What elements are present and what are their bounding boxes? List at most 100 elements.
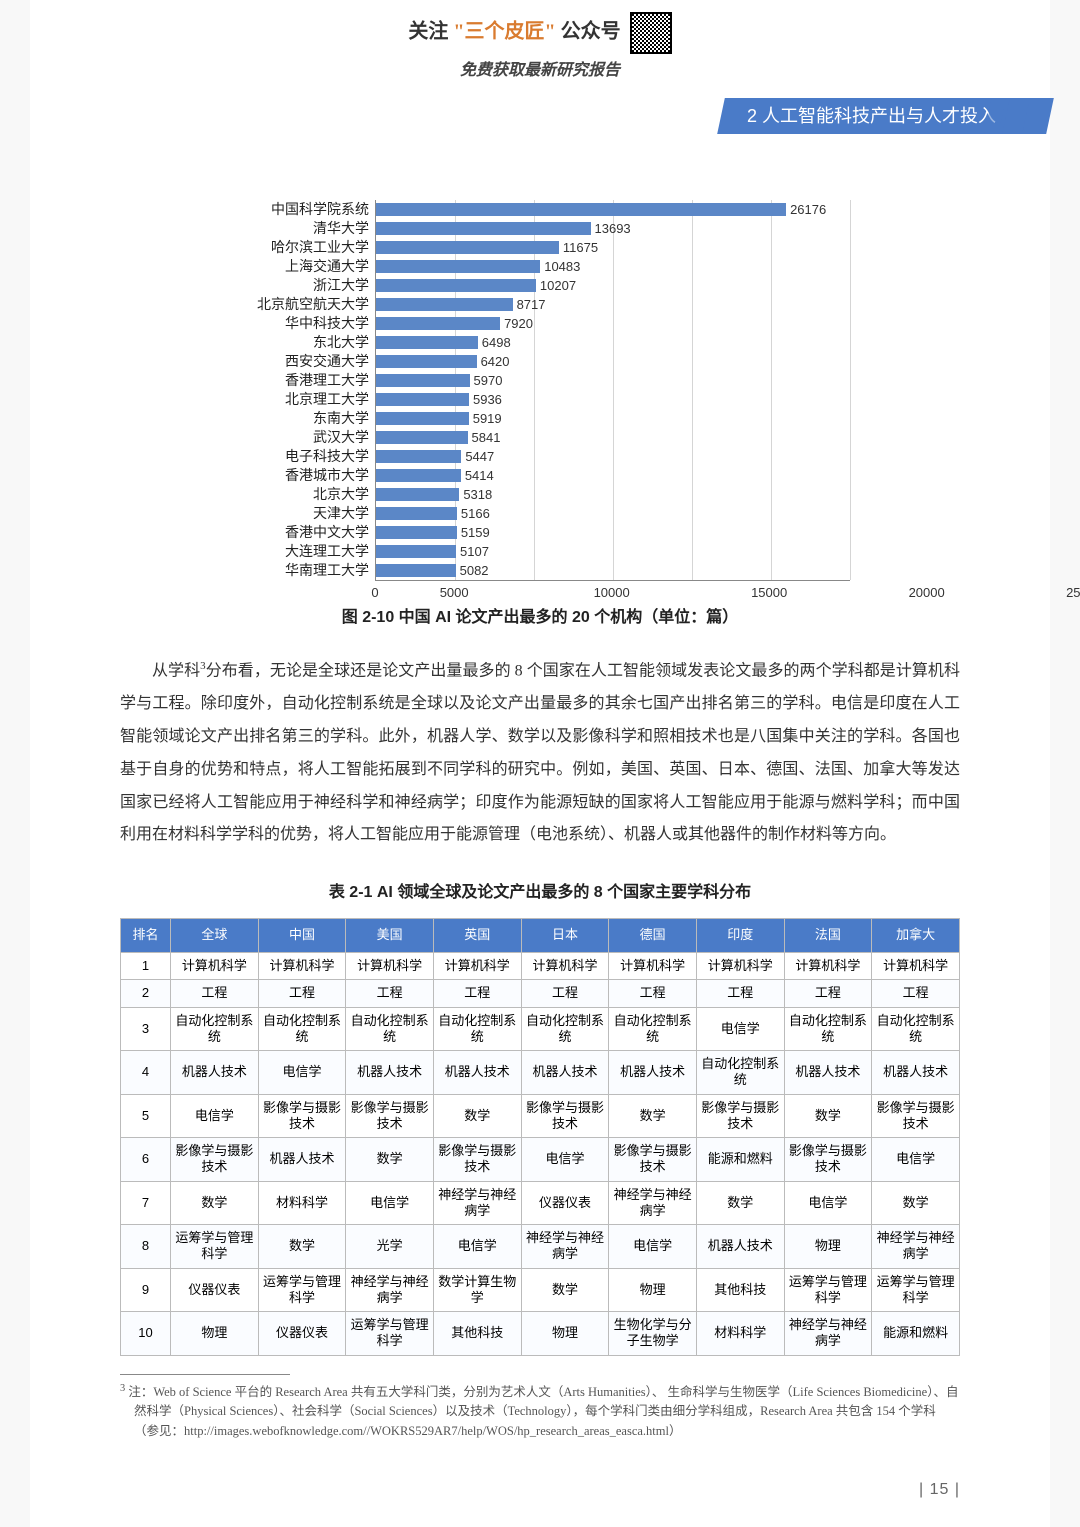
table-cell: 5 [121, 1094, 171, 1138]
chart-bar-value: 5447 [465, 449, 494, 464]
chart-y-label: 东北大学 [230, 333, 369, 352]
chart-bar [376, 469, 461, 482]
table-cell: 计算机科学 [171, 953, 259, 980]
chart-bar-row: 26176 [376, 200, 850, 219]
table-cell: 运筹学与管理科学 [258, 1268, 346, 1312]
chart-bar-value: 5414 [465, 468, 494, 483]
table-cell: 计算机科学 [521, 953, 609, 980]
table-cell: 工程 [258, 980, 346, 1007]
table-cell: 机器人技术 [872, 1051, 960, 1095]
footnote-ref-close: ） [669, 1424, 682, 1438]
table-cell: 电信学 [258, 1051, 346, 1095]
table-cell: 物理 [784, 1225, 872, 1269]
table-cell: 自动化控制系统 [872, 1007, 960, 1051]
chart-bar-row: 5159 [376, 523, 850, 542]
table-header-cell: 排名 [121, 919, 171, 953]
table-cell: 3 [121, 1007, 171, 1051]
chart-bar [376, 545, 456, 558]
table-cell: 机器人技术 [171, 1051, 259, 1095]
table-cell: 计算机科学 [433, 953, 521, 980]
table-cell: 影像学与摄影技术 [258, 1094, 346, 1138]
chart-y-label: 香港理工大学 [230, 371, 369, 390]
chart-bar [376, 412, 469, 425]
table-cell: 数学 [346, 1138, 434, 1182]
chart-y-label: 中国科学院系统 [230, 200, 369, 219]
table-cell: 神经学与神经病学 [609, 1181, 697, 1225]
chart-bar-value: 5318 [463, 487, 492, 502]
table-cell: 数学 [258, 1225, 346, 1269]
table-cell: 工程 [696, 980, 784, 1007]
chart-bar-value: 7920 [504, 316, 533, 331]
chart-bar-row: 5841 [376, 428, 850, 447]
table-cell: 1 [121, 953, 171, 980]
table-cell: 数学 [784, 1094, 872, 1138]
table-cell: 材料科学 [696, 1312, 784, 1356]
chart-y-label: 西安交通大学 [230, 352, 369, 371]
table-cell: 工程 [171, 980, 259, 1007]
chart-y-label: 上海交通大学 [230, 257, 369, 276]
chart-bar-value: 5970 [474, 373, 503, 388]
table-cell: 电信学 [784, 1181, 872, 1225]
table-row: 3自动化控制系统自动化控制系统自动化控制系统自动化控制系统自动化控制系统自动化控… [121, 1007, 960, 1051]
table-cell: 神经学与神经病学 [433, 1181, 521, 1225]
table-cell: 电信学 [609, 1225, 697, 1269]
chart-bar [376, 222, 591, 235]
table-header-cell: 全球 [171, 919, 259, 953]
chart-bar-row: 5166 [376, 504, 850, 523]
chart-bar [376, 507, 457, 520]
table-row: 9仪器仪表运筹学与管理科学神经学与神经病学数学计算生物学数学物理其他科技运筹学与… [121, 1268, 960, 1312]
chart-bar [376, 260, 540, 273]
table-cell: 自动化控制系统 [784, 1007, 872, 1051]
chart-bar-value: 5841 [472, 430, 501, 445]
table-cell: 数学 [171, 1181, 259, 1225]
table-header-cell: 中国 [258, 919, 346, 953]
footnote-separator [120, 1374, 290, 1375]
banner-line-2: 免费获取最新研究报告 [120, 56, 960, 80]
table-cell: 工程 [346, 980, 434, 1007]
chart-y-label: 香港城市大学 [230, 466, 369, 485]
table-row: 7数学材料科学电信学神经学与神经病学仪器仪表神经学与神经病学数学电信学数学 [121, 1181, 960, 1225]
table-cell: 电信学 [346, 1181, 434, 1225]
bar-chart: 中国科学院系统清华大学哈尔滨工业大学上海交通大学浙江大学北京航空航天大学华中科技… [230, 200, 850, 585]
table-cell: 工程 [784, 980, 872, 1007]
table-cell: 4 [121, 1051, 171, 1095]
chart-bar-row: 5082 [376, 561, 850, 580]
chart-bar [376, 374, 470, 387]
chart-plot-area: 2617613693116751048310207871779206498642… [375, 200, 850, 581]
table-cell: 机器人技术 [521, 1051, 609, 1095]
table-header-cell: 法国 [784, 919, 872, 953]
table-cell: 影像学与摄影技术 [521, 1094, 609, 1138]
chart-y-label: 哈尔滨工业大学 [230, 238, 369, 257]
table-cell: 机器人技术 [258, 1138, 346, 1182]
chart-bar-row: 5414 [376, 466, 850, 485]
table-row: 6影像学与摄影技术机器人技术数学影像学与摄影技术电信学影像学与摄影技术能源和燃料… [121, 1138, 960, 1182]
chart-bar [376, 317, 500, 330]
footnote: 3 注：Web of Science 平台的 Research Area 共有五… [120, 1381, 960, 1441]
table-cell: 物理 [521, 1312, 609, 1356]
table-cell: 自动化控制系统 [433, 1007, 521, 1051]
table-cell: 影像学与摄影技术 [784, 1138, 872, 1182]
footnote-link[interactable]: http://images.webofknowledge.com//WOKRS5… [184, 1424, 669, 1438]
chart-y-label: 华中科技大学 [230, 314, 369, 333]
discipline-table: 排名全球中国美国英国日本德国印度法国加拿大1计算机科学计算机科学计算机科学计算机… [120, 918, 960, 1356]
chart-bar-value: 5082 [460, 563, 489, 578]
chart-y-label: 浙江大学 [230, 276, 369, 295]
table-cell: 工程 [872, 980, 960, 1007]
table-cell: 工程 [521, 980, 609, 1007]
table-cell: 数学计算生物学 [433, 1268, 521, 1312]
chart-bar-row: 6498 [376, 333, 850, 352]
table-cell: 机器人技术 [696, 1225, 784, 1269]
chart-y-label: 华南理工大学 [230, 561, 369, 580]
chart-bar-value: 13693 [595, 221, 631, 236]
chart-bar [376, 564, 456, 577]
table-cell: 计算机科学 [872, 953, 960, 980]
table-cell: 能源和燃料 [696, 1138, 784, 1182]
chart-bar [376, 431, 468, 444]
body-paragraph: 从学科3分布看，无论是全球还是论文产出量最多的 8 个国家在人工智能领域发表论文… [120, 655, 960, 852]
table-cell: 计算机科学 [609, 953, 697, 980]
table-cell: 运筹学与管理科学 [784, 1268, 872, 1312]
chart-bar-row: 5447 [376, 447, 850, 466]
table-cell: 工程 [609, 980, 697, 1007]
table-cell: 电信学 [171, 1094, 259, 1138]
table-cell: 电信学 [696, 1007, 784, 1051]
